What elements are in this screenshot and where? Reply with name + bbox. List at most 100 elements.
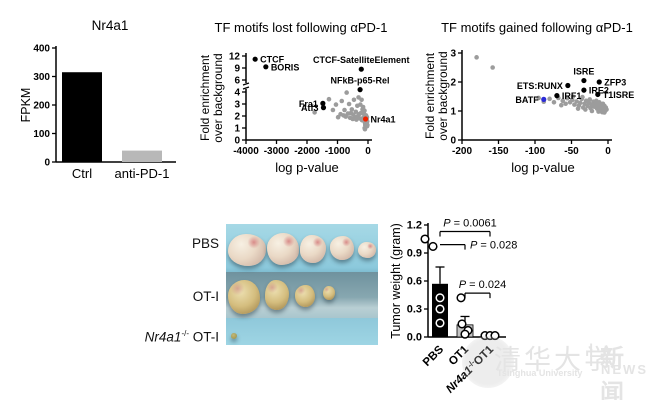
scatter-point xyxy=(353,109,359,115)
photo-row-label-gene: Nr4a1 xyxy=(144,329,182,345)
data-point-circle xyxy=(420,234,430,244)
bar xyxy=(432,283,448,337)
x-axis-label: log p-value xyxy=(511,160,575,175)
x-category-label: Ctrl xyxy=(72,166,92,181)
point-label-CTCF: CTCF xyxy=(260,55,284,65)
scatter-point xyxy=(362,126,368,132)
scatter-point xyxy=(587,97,593,102)
scatter-point xyxy=(312,110,317,115)
scatter-point xyxy=(580,94,585,100)
point-label-BATF: BATF xyxy=(515,95,539,105)
scatter-point xyxy=(577,100,583,106)
y-tick-label: 1 xyxy=(234,124,240,135)
x-tick-label: -200 xyxy=(452,146,472,157)
scatter-point xyxy=(583,107,588,112)
scatter-point-BORIS xyxy=(263,64,269,70)
chart-title: TF motifs lost following αPD-1 xyxy=(215,20,388,35)
scatter-point xyxy=(360,104,366,110)
scatter-point xyxy=(570,94,576,99)
y-axis-label: FPKM xyxy=(19,88,33,123)
y-tick-label: 0 xyxy=(450,136,456,147)
y-axis-label: Tumor weight (gram) xyxy=(389,223,403,339)
x-category-label: PBS xyxy=(421,343,446,368)
scatter-point xyxy=(344,90,349,95)
scatter-point-ISRE xyxy=(581,77,587,84)
scatter-point xyxy=(326,96,332,102)
scatter-point xyxy=(596,109,601,114)
p-value-label: P = 0.024 xyxy=(459,279,506,291)
x-tick-label: -2000 xyxy=(294,146,320,157)
photo-strip-nr4a1 xyxy=(226,318,378,345)
scatter-point xyxy=(490,65,495,70)
p-value-italic-p: P xyxy=(470,240,478,252)
y-tick-label: 1 xyxy=(450,107,456,118)
scatter-point xyxy=(560,98,566,104)
p-value-italic-p: P xyxy=(443,218,451,230)
scatter-point-IRE2 xyxy=(581,87,587,93)
axis-break-mark xyxy=(242,86,250,90)
scatter-point xyxy=(602,110,607,115)
photo-row-label-knockout-sup: -/- xyxy=(181,329,189,338)
y-axis-label-line2: over background xyxy=(436,51,450,140)
y-axis-label-line1: Fold enrichment xyxy=(423,52,437,139)
x-tick-label: -150 xyxy=(488,146,508,157)
scatter-point xyxy=(536,95,541,101)
tumor-photo-panel xyxy=(226,224,378,345)
point-label-IRF1: IRF1 xyxy=(562,91,582,101)
tumor-photo-row1-item1 xyxy=(265,280,289,310)
scatter-point xyxy=(547,96,552,102)
photo-row-label-oti: OT-I xyxy=(100,289,219,304)
tumor-photo-row1-item2 xyxy=(295,285,315,307)
y-tick-label: 3 xyxy=(234,100,240,111)
y-tick-label: 1.2 xyxy=(407,220,422,232)
y-tick-label: 0 xyxy=(44,158,50,169)
watermark-en-title: Tsinghua University xyxy=(497,368,583,378)
p-value-label: P = 0.028 xyxy=(470,240,517,252)
tumor-photo-row2-item0 xyxy=(231,333,237,339)
scatter-point xyxy=(346,101,352,107)
axis-break-gap xyxy=(244,83,248,89)
p-value-text: = 0.0061 xyxy=(451,218,497,230)
p-value-italic-p: P xyxy=(459,279,467,291)
scatter-point xyxy=(589,108,595,114)
bar-Ctrl xyxy=(62,72,102,162)
tumor-photo-row0-item3 xyxy=(330,236,354,260)
y-tick-label: 300 xyxy=(33,72,50,83)
y-tick-label: 0.6 xyxy=(407,276,422,288)
scatter-point xyxy=(594,98,599,104)
point-label-CTCF-SatelliteElement: CTCF-SatelliteElement xyxy=(313,55,410,65)
point-label-NFkB-p65-Rel: NFkB-p65-Rel xyxy=(331,76,390,86)
watermark-divider: | xyxy=(588,340,595,367)
data-point-circle xyxy=(435,293,445,303)
point-label-Nr4a1: Nr4a1 xyxy=(371,115,396,125)
x-category-label: anti-PD-1 xyxy=(115,166,170,181)
x-tick-label: 0 xyxy=(605,146,611,157)
point-label-ISRE: ISRE xyxy=(573,67,594,77)
watermark-en-news: NEWS xyxy=(601,362,648,377)
watermark-cn-title: 清华大学 xyxy=(494,345,614,376)
panel-motifs-lost-scatter: TF motifs lost following αPD-1 Fold enric… xyxy=(198,20,410,175)
panel-motifs-gained-scatter: TF motifs gained following αPD-1 Fold enr… xyxy=(423,20,634,175)
scatter-point-Atf3 xyxy=(320,105,327,111)
scatter-point xyxy=(575,106,581,111)
data-point-circle xyxy=(435,304,445,314)
y-tick-label: 4 xyxy=(234,88,240,99)
y-tick-label: 0.0 xyxy=(407,332,422,344)
scatter-point xyxy=(362,108,367,113)
y-tick-label: 12 xyxy=(229,52,241,63)
p-value-text: = 0.024 xyxy=(466,279,506,291)
x-tick-label: 0 xyxy=(365,146,371,157)
scatter-point-CTCF xyxy=(252,56,258,62)
panel-fpkm-bar-chart: Nr4a1 FPKM 0 100 200 300 400 Ctrl anti-PD-1 xyxy=(19,18,176,181)
panel-tumor-weight-bar-chart: Tumor weight (gram) 0.0 0.3 0.6 0.9 1.2 P = 0.… xyxy=(389,218,517,396)
point-label-BORIS: BORIS xyxy=(271,62,300,72)
data-point-circle xyxy=(490,331,500,341)
y-tick-label: 100 xyxy=(33,129,50,140)
scatter-point-NFkB-p65-Rel xyxy=(357,87,363,93)
scatter-point xyxy=(558,102,564,108)
y-tick-label: 9 xyxy=(234,64,240,75)
x-tick-label: -4000 xyxy=(233,146,259,157)
scatter-point-IRF1 xyxy=(554,93,560,99)
scatter-point xyxy=(564,95,570,101)
data-point-circle xyxy=(460,329,470,339)
